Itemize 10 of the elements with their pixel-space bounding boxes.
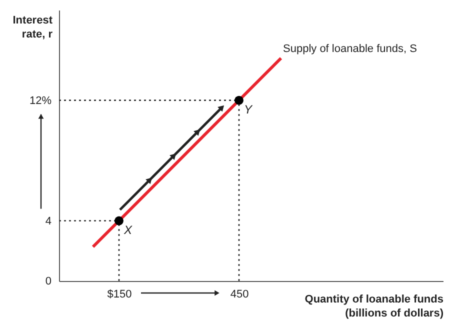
series-label: Supply of loanable funds, S [283, 43, 417, 56]
y-tick-label: 12% [29, 94, 52, 107]
y-tick-label: 0 [45, 276, 52, 288]
x-axis-title: Quantity of loanable funds (billions of dollars) [304, 294, 444, 320]
y-tick-label: 4 [45, 215, 52, 228]
x-tick-label: 450 [230, 288, 249, 300]
y-axis-title: Interest rate, r [12, 14, 54, 40]
annotation: Y [244, 102, 253, 116]
x-tick-label: $150 [107, 288, 132, 300]
annotation: X [123, 222, 133, 237]
